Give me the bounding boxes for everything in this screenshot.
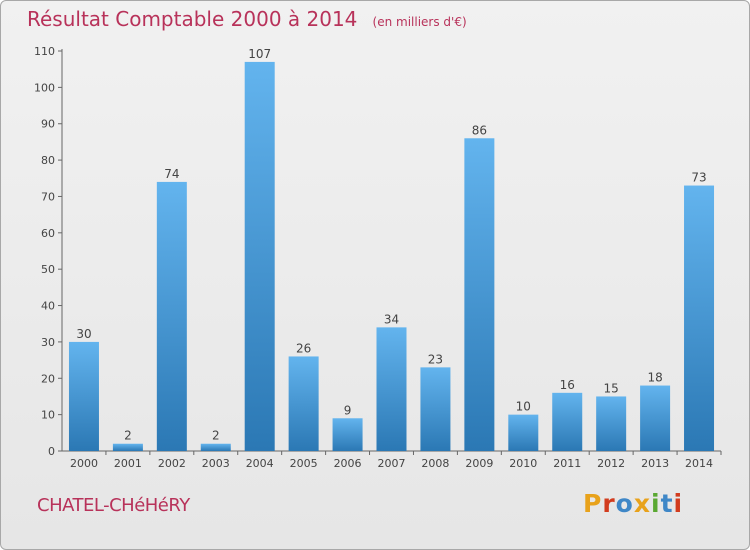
y-tick-label: 30	[41, 336, 55, 349]
x-tick-label: 2002	[158, 457, 186, 470]
bar	[464, 138, 495, 452]
bar	[288, 356, 319, 451]
x-tick-label: 2010	[509, 457, 537, 470]
data-label: 18	[647, 371, 662, 385]
y-tick-label: 80	[41, 154, 55, 167]
logo-letter: x	[633, 489, 651, 518]
data-label: 86	[472, 123, 487, 137]
data-label: 2	[124, 429, 132, 443]
x-tick-label: 2011	[553, 457, 581, 470]
x-tick-label: 2007	[378, 457, 406, 470]
logo-letter: P	[583, 489, 603, 518]
y-tick-label: 40	[41, 300, 55, 313]
bar	[552, 392, 583, 451]
y-tick-label: 50	[41, 263, 55, 276]
bar	[68, 341, 99, 451]
x-tick-label: 2008	[421, 457, 449, 470]
y-tick-label: 70	[41, 190, 55, 203]
y-tick-label: 60	[41, 227, 55, 240]
axes: 0 10 20 30 40 50 60 70 80 90 100 110 2000 2001 2002 200…	[34, 45, 722, 470]
data-label: 107	[248, 47, 271, 61]
title-block: Résultat Comptable 2000 à 2014 (en milli…	[27, 7, 467, 31]
x-tick-label: 2000	[70, 457, 98, 470]
data-label: 16	[560, 378, 575, 392]
proxiti-logo[interactable]: Proxiti	[583, 489, 683, 518]
data-label: 26	[296, 341, 311, 355]
x-tick-label: 2012	[597, 457, 625, 470]
logo-letter: i	[673, 489, 684, 518]
bar	[640, 385, 671, 451]
x-tick-label: 2006	[334, 457, 362, 470]
chart-subtitle: (en milliers d'€)	[372, 15, 467, 29]
data-label: 23	[428, 352, 443, 366]
data-label: 34	[384, 312, 399, 326]
bar	[420, 367, 451, 451]
bar	[244, 61, 275, 452]
y-tick-label: 20	[41, 372, 55, 385]
bar	[596, 396, 627, 451]
data-label: 10	[516, 400, 531, 414]
bar	[684, 185, 715, 451]
data-label: 2	[212, 429, 220, 443]
data-label: 73	[691, 171, 706, 185]
bars	[68, 61, 715, 452]
y-tick-label: 110	[34, 45, 55, 58]
logo-letter: r	[602, 489, 616, 518]
data-label: 74	[164, 167, 179, 181]
y-tick-label: 10	[41, 409, 55, 422]
data-labels: 30 2 74 2 107 26 9 34 23 86 10 16 15 18 73	[76, 47, 706, 443]
chart-title: Résultat Comptable 2000 à 2014	[27, 7, 358, 31]
x-tick-label: 2005	[290, 457, 318, 470]
commune-name: CHATEL-CHéHéRY	[37, 495, 190, 516]
bar	[508, 414, 539, 451]
y-tick-label: 100	[34, 81, 55, 94]
x-tick-label: 2001	[114, 457, 142, 470]
bar	[332, 418, 363, 451]
bar	[200, 443, 231, 451]
logo-letter: i	[651, 489, 661, 518]
logo-letter: o	[615, 489, 634, 518]
data-label: 30	[76, 327, 91, 341]
x-tick-label: 2013	[641, 457, 669, 470]
bar	[112, 443, 143, 451]
x-tick-label: 2009	[465, 457, 493, 470]
x-tick-label: 2014	[685, 457, 713, 470]
x-tick-label: 2003	[202, 457, 230, 470]
y-tick-label: 0	[48, 445, 55, 458]
y-tick-label: 90	[41, 118, 55, 131]
data-label: 15	[604, 381, 619, 395]
bar	[156, 181, 187, 451]
x-tick-label: 2004	[246, 457, 274, 470]
logo-letter: t	[660, 489, 674, 518]
bar	[376, 327, 407, 451]
data-label: 9	[344, 403, 352, 417]
